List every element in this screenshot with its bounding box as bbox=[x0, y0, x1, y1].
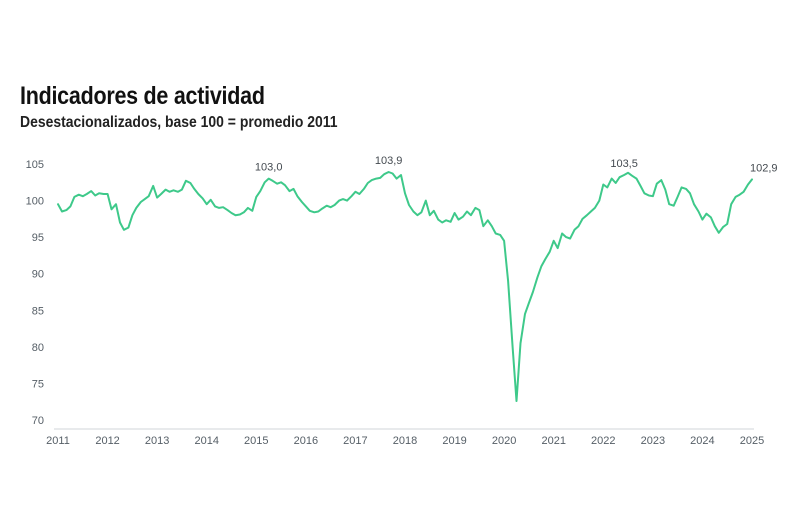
y-tick-label-95: 95 bbox=[32, 232, 44, 244]
y-tick-label-85: 85 bbox=[32, 305, 44, 317]
chart-subtitle: Desestacionalizados, base 100 = promedio… bbox=[20, 114, 338, 131]
y-tick-label-105: 105 bbox=[26, 159, 44, 171]
data-label-103-9: 103,9 bbox=[375, 155, 403, 167]
x-tick-label-2017: 2017 bbox=[343, 435, 367, 447]
y-tick-label-80: 80 bbox=[32, 342, 44, 354]
y-tick-label-70: 70 bbox=[32, 415, 44, 427]
x-tick-label-2012: 2012 bbox=[95, 435, 119, 447]
x-tick-label-2018: 2018 bbox=[393, 435, 417, 447]
y-tick-label-100: 100 bbox=[26, 196, 44, 208]
x-tick-label-2015: 2015 bbox=[244, 435, 268, 447]
data-label-103-5: 103,5 bbox=[610, 158, 638, 170]
series-line-1 bbox=[57, 171, 753, 402]
data-label-102-9: 102,9 bbox=[750, 162, 778, 174]
y-tick-label-75: 75 bbox=[32, 378, 44, 390]
x-tick-label-2025: 2025 bbox=[740, 435, 764, 447]
x-tick-label-2022: 2022 bbox=[591, 435, 615, 447]
x-tick-label-2020: 2020 bbox=[492, 435, 516, 447]
x-tick-label-2021: 2021 bbox=[541, 435, 565, 447]
chart-title: Indicadores de actividad bbox=[20, 82, 265, 110]
data-label-103-0: 103,0 bbox=[255, 162, 283, 174]
x-tick-label-2023: 2023 bbox=[641, 435, 665, 447]
y-tick-label-90: 90 bbox=[32, 269, 44, 281]
x-tick-label-2014: 2014 bbox=[194, 435, 218, 447]
x-tick-label-2016: 2016 bbox=[294, 435, 318, 447]
x-tick-label-2019: 2019 bbox=[442, 435, 466, 447]
x-tick-label-2011: 2011 bbox=[46, 435, 70, 447]
x-tick-label-2024: 2024 bbox=[690, 435, 714, 447]
x-tick-label-2013: 2013 bbox=[145, 435, 169, 447]
